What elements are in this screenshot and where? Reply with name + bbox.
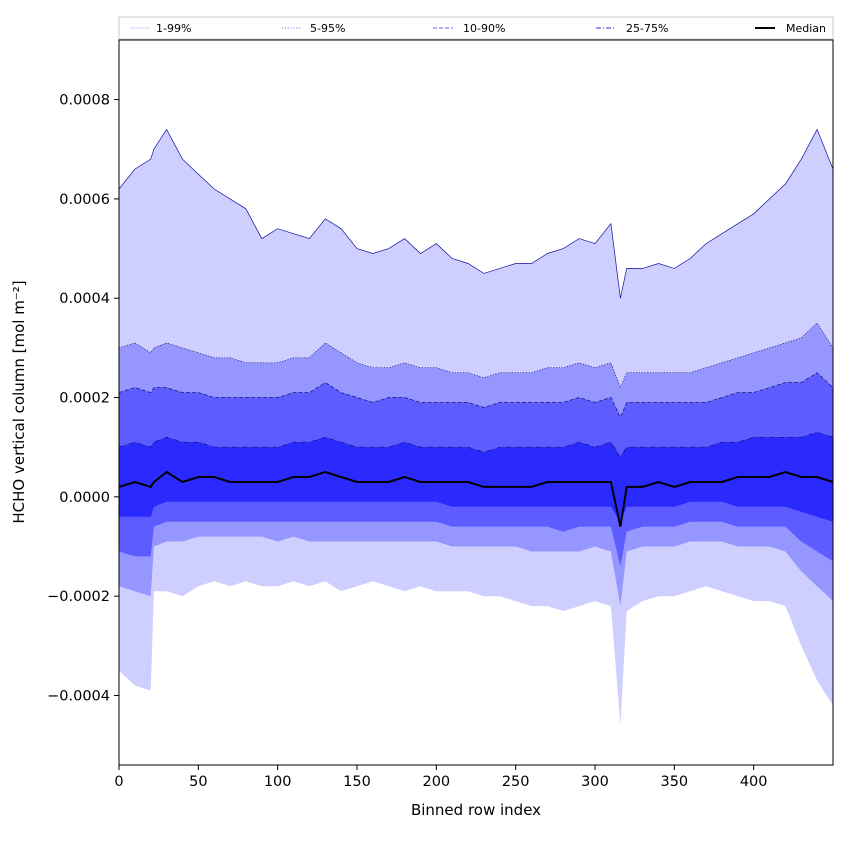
y-tick-label: 0.0000	[59, 490, 110, 506]
legend-item-10-90: 10-90%	[433, 22, 505, 35]
x-tick-label: 400	[740, 774, 768, 790]
band-upper-edge-10-90	[118, 372, 834, 419]
percentile-bands	[118, 128, 834, 726]
y-axis-label: HCHO vertical column [mol m⁻²]	[10, 280, 28, 523]
legend: 1-99% 5-95% 10-90% 25-75% Median	[118, 16, 834, 40]
legend-item-median: Median	[755, 22, 826, 35]
x-tick-label: 50	[189, 774, 207, 790]
legend-label: Median	[786, 22, 826, 35]
x-axis-label: Binned row index	[411, 801, 541, 819]
plot-frame	[118, 39, 834, 766]
y-tick-label: 0.0004	[59, 291, 110, 307]
legend-item-1-99: 1-99%	[130, 22, 191, 35]
median-line	[118, 470, 834, 527]
legend-item-25-75: 25-75%	[596, 22, 668, 35]
x-tick-label: 150	[343, 774, 371, 790]
y-tick-label: −0.0002	[47, 589, 110, 605]
x-tick-label: 100	[264, 774, 292, 790]
x-tick-label: 300	[581, 774, 609, 790]
x-tick-label: 200	[422, 774, 450, 790]
y-tick-label: 0.0006	[59, 192, 110, 208]
y-tick-label: −0.0004	[47, 688, 110, 704]
x-tick-label: 250	[502, 774, 530, 790]
legend-item-5-95: 5-95%	[282, 22, 345, 35]
legend-label: 25-75%	[626, 22, 668, 35]
y-tick-label: 0.0008	[59, 93, 110, 109]
x-tick-label: 0	[114, 774, 123, 790]
legend-label: 1-99%	[156, 22, 191, 35]
band-upper-edge-5-95	[118, 322, 834, 389]
legend-frame	[118, 16, 834, 40]
x-axis: 0 50 100 150 200 250 300 350 400	[114, 765, 768, 790]
x-tick-label: 350	[660, 774, 688, 790]
median-layer	[118, 470, 834, 527]
band-25-75	[119, 432, 833, 522]
band-upper-edge-1-99	[118, 128, 834, 299]
legend-label: 5-95%	[310, 22, 345, 35]
legend-label: 10-90%	[463, 22, 505, 35]
y-axis: −0.0004 −0.0002 0.0000 0.0002 0.0004 0.0006 0.…	[47, 93, 119, 704]
y-tick-label: 0.0002	[59, 391, 110, 407]
